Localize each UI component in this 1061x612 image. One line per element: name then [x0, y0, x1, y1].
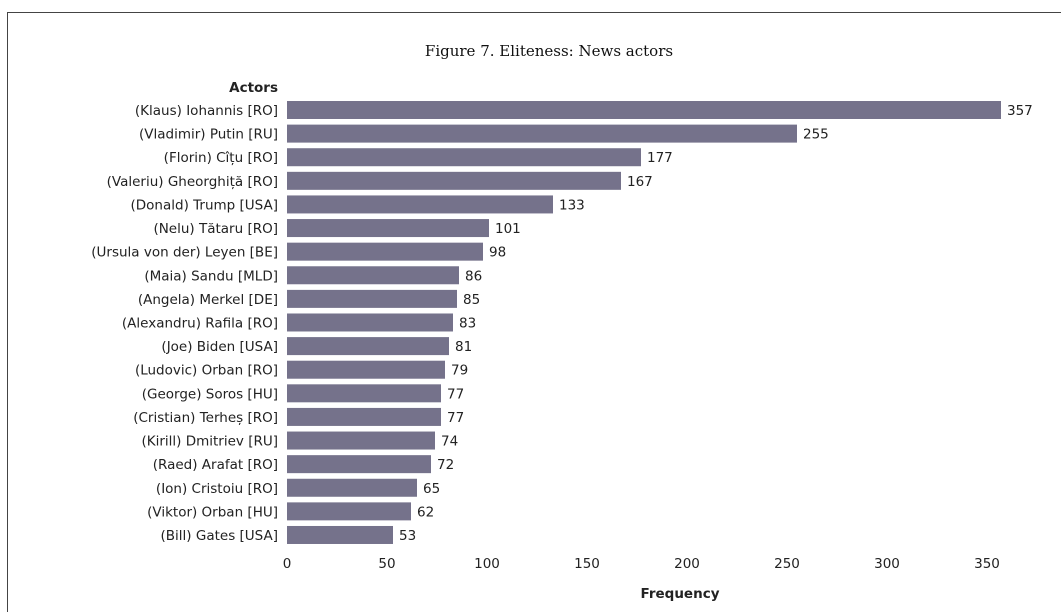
- value-label: 72: [437, 457, 454, 473]
- chart-title: Figure 7. Eliteness: News actors: [425, 42, 673, 60]
- bar: [287, 337, 449, 356]
- x-tick-label: 0: [283, 556, 292, 572]
- x-tick-label: 300: [874, 556, 900, 572]
- y-axis-title: Actors: [229, 80, 278, 96]
- value-label: 79: [451, 363, 468, 379]
- bar: [287, 313, 453, 332]
- x-tick-label: 100: [474, 556, 500, 572]
- value-label: 74: [441, 434, 458, 450]
- value-label: 85: [463, 292, 480, 308]
- bar: [287, 219, 489, 238]
- value-label: 62: [417, 504, 434, 520]
- bar: [287, 455, 431, 474]
- x-axis-title: Frequency: [640, 586, 719, 602]
- value-label: 53: [399, 528, 416, 544]
- category-label: (George) Soros [HU]: [142, 386, 278, 402]
- category-label: (Raed) Arafat [RO]: [153, 457, 278, 473]
- bar: [287, 525, 393, 544]
- bar: [287, 124, 797, 143]
- category-label: (Joe) Biden [USA]: [161, 339, 278, 355]
- bar: [287, 242, 483, 261]
- bar: [287, 171, 621, 190]
- bar: [287, 289, 457, 308]
- category-label: (Cristian) Terheș [RO]: [133, 410, 278, 426]
- category-label: (Nelu) Tătaru [RO]: [153, 221, 278, 237]
- bar: [287, 360, 445, 379]
- value-label: 133: [559, 197, 585, 213]
- category-label: (Ursula von der) Leyen [BE]: [91, 245, 278, 261]
- bar: [287, 478, 417, 497]
- value-label: 77: [447, 386, 464, 402]
- category-label: (Klaus) Iohannis [RO]: [135, 103, 278, 119]
- x-tick-label: 350: [974, 556, 1000, 572]
- x-tick-label: 200: [674, 556, 700, 572]
- value-label: 98: [489, 245, 506, 261]
- category-label: (Angela) Merkel [DE]: [138, 292, 278, 308]
- category-label: (Kirill) Dmitriev [RU]: [141, 434, 278, 450]
- value-label: 101: [495, 221, 521, 237]
- category-label: (Florin) Cîțu [RO]: [164, 150, 278, 166]
- category-label: (Vladimir) Putin [RU]: [139, 127, 278, 143]
- category-label: (Viktor) Orban [HU]: [147, 504, 278, 520]
- chart-frame: [7, 12, 1061, 612]
- category-label: (Ion) Cristoiu [RO]: [156, 481, 278, 497]
- value-label: 177: [647, 150, 673, 166]
- value-label: 77: [447, 410, 464, 426]
- bar: [287, 148, 641, 167]
- bar: [287, 266, 459, 285]
- bar: [287, 431, 435, 450]
- x-tick-label: 150: [574, 556, 600, 572]
- value-label: 81: [455, 339, 472, 355]
- value-label: 65: [423, 481, 440, 497]
- category-label: (Bill) Gates [USA]: [161, 528, 278, 544]
- value-label: 167: [627, 174, 653, 190]
- bar: [287, 101, 1001, 119]
- bar: [287, 384, 441, 403]
- value-label: 83: [459, 315, 476, 331]
- x-tick-label: 250: [774, 556, 800, 572]
- x-tick-label: 50: [378, 556, 395, 572]
- bar: [287, 195, 553, 214]
- category-label: (Donald) Trump [USA]: [131, 197, 278, 213]
- category-label: (Valeriu) Gheorghiță [RO]: [107, 174, 278, 190]
- bar: [287, 502, 411, 521]
- bar: [287, 407, 441, 426]
- value-label: 357: [1007, 103, 1033, 119]
- category-label: (Maia) Sandu [MLD]: [144, 268, 278, 284]
- category-label: (Alexandru) Rafila [RO]: [122, 315, 278, 331]
- value-label: 255: [803, 127, 829, 143]
- value-label: 86: [465, 268, 482, 284]
- category-label: (Ludovic) Orban [RO]: [135, 363, 278, 379]
